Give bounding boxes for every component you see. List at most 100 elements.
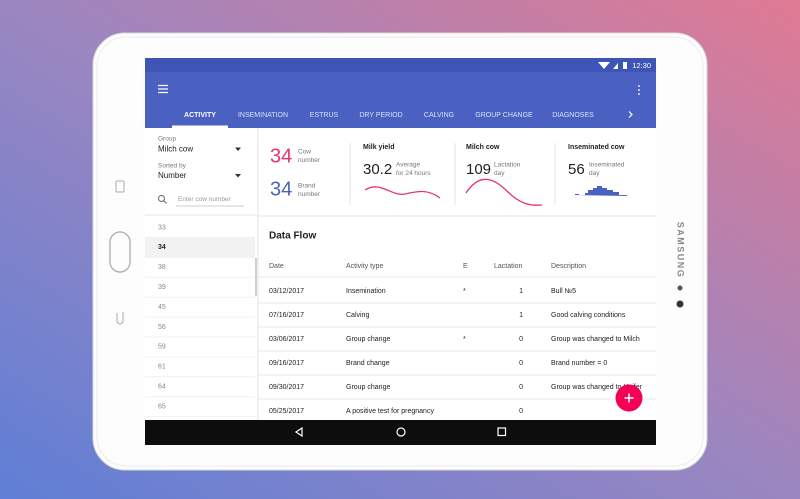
cow-number[interactable]: 39 — [158, 284, 166, 291]
navigation-bar — [145, 420, 656, 445]
table-cell: Brand number = 0 — [551, 360, 607, 367]
mini-histogram — [572, 186, 627, 196]
sensor — [677, 285, 683, 291]
stat-caption: number — [298, 157, 321, 164]
table-cell: A positive test for pregnancy — [346, 408, 434, 415]
table-cell: Calving — [346, 312, 369, 319]
table-cell: Group was changed to Milch — [551, 336, 640, 343]
tab[interactable]: DRY PERIOD — [359, 112, 402, 119]
stat-value: 34 — [270, 178, 292, 200]
tab[interactable]: DIAGNOSES — [552, 112, 594, 119]
tab[interactable]: ESTRUS — [310, 112, 339, 119]
stat-value: 109 — [466, 161, 491, 178]
stat-caption: number — [298, 191, 321, 198]
home-button[interactable] — [109, 231, 131, 273]
cow-number[interactable]: 33 — [158, 224, 166, 231]
tab[interactable]: ACTIVITY — [184, 112, 216, 119]
tabs-scroll-button[interactable] — [628, 111, 633, 118]
table-cell: * — [463, 336, 466, 343]
dropdown-arrows[interactable] — [235, 147, 241, 178]
stat-value: 56 — [568, 161, 585, 178]
stat-caption: day — [494, 170, 505, 177]
stat-value: 30.2 — [363, 161, 392, 178]
tab-indicator — [172, 125, 228, 128]
stat-caption: for 24 hours — [396, 170, 431, 177]
app-bar — [145, 72, 656, 128]
stat-title: Milk yield — [363, 144, 395, 151]
stat-title: Inseminated cow — [568, 144, 625, 151]
nav-home[interactable] — [396, 427, 406, 437]
content: ACTIVITY INSEMINATION ESTRUS DRY PERIOD CALV… — [145, 112, 656, 418]
table-cell: 0 — [519, 336, 523, 343]
stat-caption: day — [589, 170, 600, 177]
cow-number[interactable]: 65 — [158, 403, 166, 410]
cow-number[interactable]: 34 — [158, 244, 166, 251]
table-cell: Group change — [346, 336, 390, 343]
nav-recents[interactable] — [497, 427, 507, 437]
search-input[interactable]: Enter cow number — [178, 196, 232, 203]
table-cell: Insemination — [346, 288, 386, 295]
column-header: Activity type — [346, 263, 383, 270]
tab[interactable]: INSEMINATION — [238, 112, 288, 119]
status-bar — [145, 58, 656, 72]
menu-button[interactable] — [158, 84, 168, 94]
camera — [676, 300, 684, 308]
cow-number[interactable]: 45 — [158, 304, 166, 311]
column-header: E — [463, 263, 468, 270]
stat-value: 34 — [270, 145, 292, 167]
column-header: Date — [269, 263, 284, 270]
stat-caption: Average — [396, 162, 420, 169]
filter-value[interactable]: Number — [158, 171, 187, 180]
table-cell: Group was changed to Heifer — [551, 384, 643, 391]
nav-back[interactable] — [294, 426, 303, 438]
cow-number[interactable]: 59 — [158, 344, 166, 351]
table-cell: 1 — [519, 288, 523, 295]
fab-icon — [624, 393, 634, 403]
bezel-icon — [116, 312, 124, 325]
cow-number[interactable]: 56 — [158, 324, 166, 331]
stat-title: Milch cow — [466, 144, 500, 151]
stat-caption: Cow — [298, 149, 311, 156]
table-cell: 09/30/2017 — [269, 384, 304, 391]
stat-caption: Brand — [298, 183, 316, 190]
table-cell: 03/06/2017 — [269, 336, 304, 343]
table-cell: 03/12/2017 — [269, 288, 304, 295]
filter-label: Group — [158, 136, 176, 143]
cow-number[interactable]: 64 — [158, 384, 166, 391]
stat-caption: Inseminated — [589, 162, 625, 169]
bezel-icon — [115, 180, 125, 193]
search-icon — [163, 200, 167, 204]
table-cell: 05/25/2017 — [269, 408, 304, 415]
tablet-bezel — [96, 36, 704, 467]
table-cell: 0 — [519, 360, 523, 367]
filter-label: Sorted by — [158, 163, 187, 170]
filter-value[interactable]: Milch cow — [158, 145, 193, 154]
status-time: 12:30 — [632, 61, 651, 70]
scrollbar — [255, 258, 257, 296]
table-cell: Good calving conditions — [551, 312, 626, 319]
table-cell: Bull №5 — [551, 288, 576, 295]
search-icon — [157, 194, 166, 203]
table-cell: 09/16/2017 — [269, 360, 304, 367]
table-cell: * — [463, 288, 466, 295]
cow-number[interactable]: 38 — [158, 264, 166, 271]
table-cell: 0 — [519, 408, 523, 415]
cow-number[interactable]: 61 — [158, 364, 166, 371]
table-cell: Brand change — [346, 360, 390, 367]
sparkline — [465, 178, 543, 206]
column-header: Description — [551, 263, 586, 270]
table-cell: 07/16/2017 — [269, 312, 304, 319]
table-cell: 1 — [519, 312, 523, 319]
table-cell: 0 — [519, 384, 523, 391]
column-header: Lactation — [494, 263, 523, 270]
stat-caption: Lactation — [494, 162, 521, 169]
status-icons — [598, 62, 618, 69]
table-cell: Group change — [346, 384, 390, 391]
tab[interactable]: CALVING — [424, 112, 454, 119]
battery-icon — [623, 62, 627, 69]
table-title: Data Flow — [269, 231, 316, 242]
selected-row — [145, 238, 255, 257]
tab[interactable]: GROUP CHANGE — [475, 112, 533, 119]
